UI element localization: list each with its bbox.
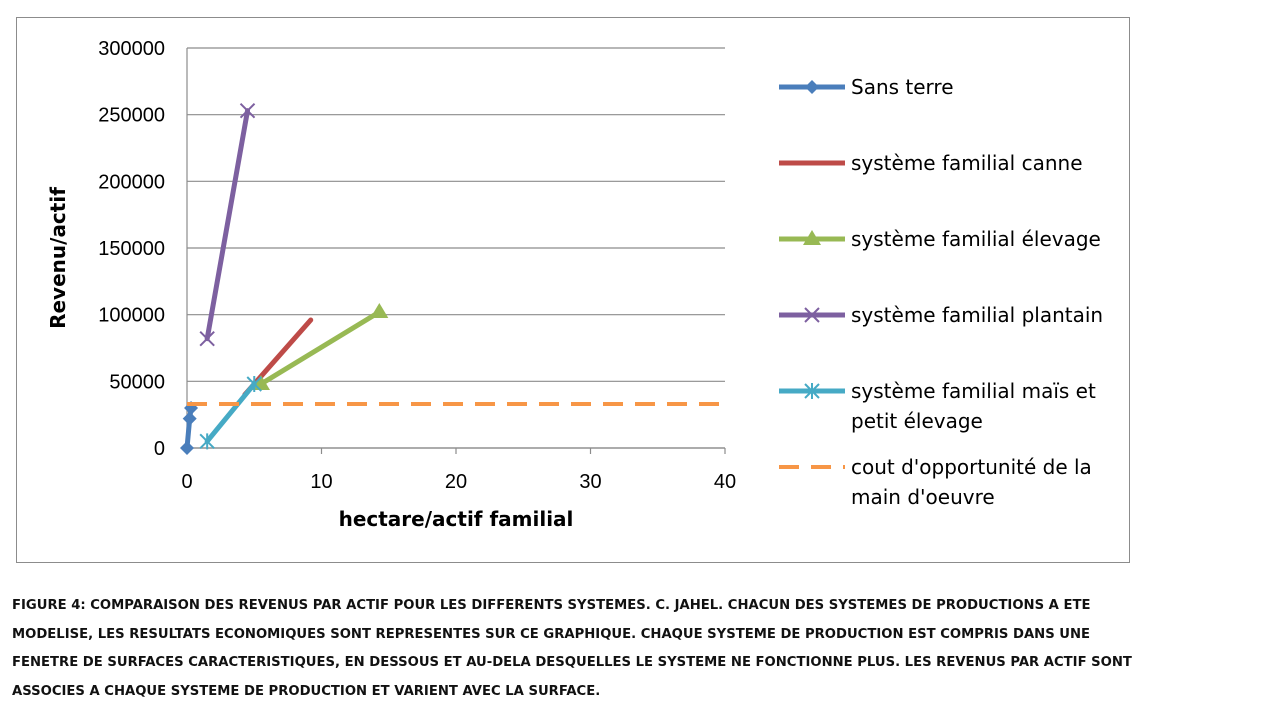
- y-tick-label: 200000: [98, 171, 165, 193]
- series-3: [199, 102, 256, 347]
- line-chart: 0 50000 100000 150000 200000 250000 300000 0 10 2…: [46, 38, 1103, 531]
- marker-asterisk: [804, 383, 820, 399]
- marker-triangle: [370, 303, 389, 318]
- legend-entry-0: Sans terre: [779, 75, 954, 99]
- caption-line: FIGURE 4: COMPARAISON DES REVENUS PAR AC…: [12, 598, 1091, 613]
- legend-entry-2: système familial élevage: [779, 227, 1101, 251]
- x-tick-label: 40: [714, 471, 736, 493]
- series-line: [204, 381, 257, 444]
- legend-label: système familial canne: [851, 151, 1083, 175]
- legend-label: système familial maïs et: [851, 379, 1096, 403]
- legend-label: petit élevage: [851, 409, 983, 433]
- y-tick-label: 0: [154, 438, 165, 460]
- x-axis-title: hectare/actif familial: [339, 507, 574, 531]
- x-tick-label: 10: [310, 471, 332, 493]
- y-tick-label: 50000: [109, 371, 165, 393]
- y-tick-label: 150000: [98, 238, 165, 260]
- legend-entry-4: système familial maïs et petit élevage: [779, 379, 1096, 433]
- y-tick-label: 300000: [98, 38, 165, 60]
- marker-diamond: [180, 441, 194, 455]
- x-tick-label: 30: [579, 471, 601, 493]
- marker-triangle: [803, 230, 821, 245]
- y-tick-label: 250000: [98, 105, 165, 127]
- series-2: [251, 303, 389, 390]
- series-line: [204, 108, 251, 342]
- legend-label: système familial élevage: [851, 227, 1101, 251]
- chart-frame: 0 50000 100000 150000 200000 250000 300000 0 10 2…: [16, 17, 1130, 563]
- series-0: [180, 401, 199, 455]
- marker-x: [804, 307, 820, 323]
- marker-x: [199, 330, 215, 347]
- figure-caption: FIGURE 4: COMPARAISON DES REVENUS PAR AC…: [12, 592, 1270, 706]
- legend-entry-1: système familial canne: [779, 151, 1083, 175]
- legend-label: main d'oeuvre: [851, 485, 995, 509]
- x-tick-label: 20: [445, 471, 467, 493]
- legend-entry-3: système familial plantain: [779, 303, 1103, 327]
- series-4: [199, 376, 262, 450]
- legend-label: système familial plantain: [851, 303, 1103, 327]
- marker-diamond: [805, 80, 819, 94]
- series-line: [258, 309, 382, 387]
- y-axis-title: Revenu/actif: [46, 187, 70, 329]
- legend-label: Sans terre: [851, 75, 954, 99]
- marker-asterisk: [199, 433, 215, 450]
- caption-line: FENETRE DE SURFACES CARACTERISTIQUES, EN…: [12, 655, 1132, 670]
- marker-x: [239, 102, 256, 119]
- x-tick-label: 0: [181, 471, 192, 493]
- marker-asterisk: [246, 376, 262, 392]
- legend-entry-5: cout d'opportunité de la main d'oeuvre: [779, 455, 1092, 509]
- legend-label: cout d'opportunité de la: [851, 455, 1092, 479]
- caption-line: ASSOCIES A CHAQUE SYSTEME DE PRODUCTION …: [12, 683, 601, 699]
- marker-diamond: [182, 411, 197, 426]
- y-tick-label: 100000: [98, 305, 165, 327]
- caption-line: MODELISE, LES RESULTATS ECONOMIQUES SONT…: [12, 626, 1091, 642]
